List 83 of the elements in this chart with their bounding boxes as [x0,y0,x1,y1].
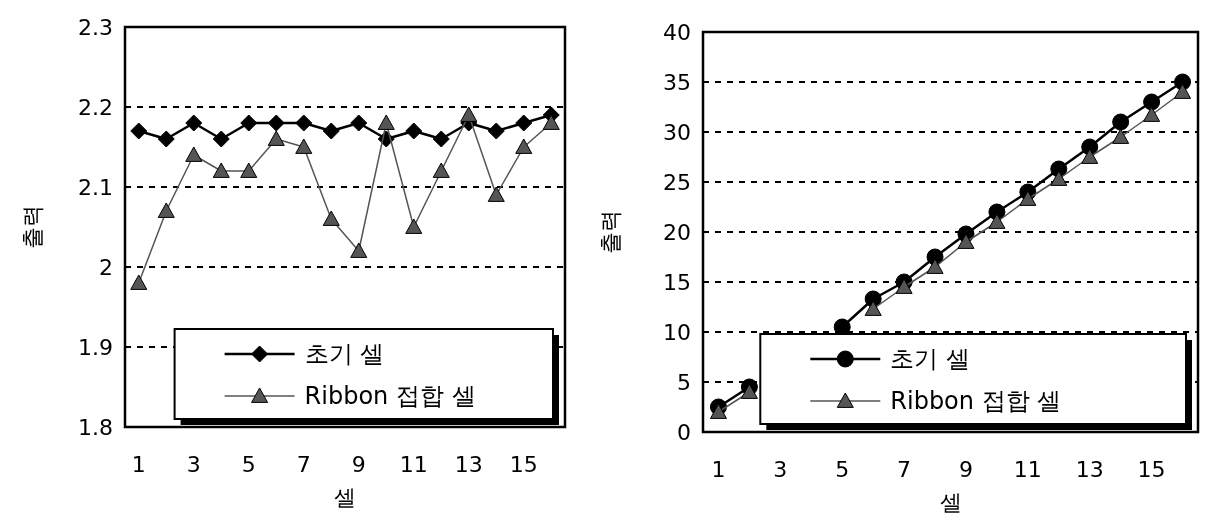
point [487,186,505,202]
point [130,274,148,290]
point [212,162,230,178]
y-axis-title: 출력 [20,205,45,249]
point [240,162,258,178]
point [1019,190,1037,206]
point [267,130,285,146]
point [487,122,505,140]
point [709,403,727,419]
y-tick-label: 2 [99,255,113,280]
point [295,138,313,154]
point [957,233,975,249]
y-tick-label: 5 [677,370,691,395]
y-tick-label: 1.9 [78,335,113,360]
point [1050,170,1068,186]
y-tick-label: 20 [663,220,691,245]
y-tick-label: 40 [663,20,691,45]
point [988,213,1006,229]
x-tick-label: 13 [454,452,483,477]
y-tick-label: 30 [663,120,691,145]
point [460,106,478,122]
point [240,114,258,132]
y-tick-label: 35 [663,70,691,95]
x-tick-label: 15 [1137,457,1166,482]
point [350,114,368,132]
legend-label: Ribbon 접합 셀 [890,387,1062,415]
point [1112,128,1130,144]
x-tick-label: 11 [399,452,428,477]
x-tick-label: 7 [897,457,912,482]
x-tick-label: 9 [351,452,366,477]
y-tick-label: 1.8 [78,415,113,440]
x-tick-label: 3 [773,457,788,482]
x-tick-label: 13 [1075,457,1104,482]
point [740,383,758,399]
legend-label: 초기 셀 [304,340,385,368]
point [432,130,450,148]
y-tick-label: 2.1 [78,175,113,200]
point [1081,148,1099,164]
x-tick-label: 1 [711,457,726,482]
point [895,278,913,294]
point [432,162,450,178]
legend-label: Ribbon 접합 셀 [304,382,476,410]
y-tick-label: 2.2 [78,95,113,120]
point [185,146,203,162]
point [926,258,944,274]
point [267,114,285,132]
point [295,114,313,132]
point [157,130,175,148]
point [1143,93,1161,111]
point [157,202,175,218]
point [515,138,533,154]
y-axis-title: 출력 [598,210,623,254]
y-tick-label: 10 [663,320,691,345]
x-tick-label: 1 [131,452,146,477]
x-axis-title: 셀 [939,490,962,515]
x-tick-label: 5 [835,457,850,482]
y-tick-label: 2.3 [78,15,113,40]
point [212,130,230,148]
x-tick-label: 7 [296,452,311,477]
x-tick-label: 9 [958,457,973,482]
point [405,218,423,234]
y-tick-label: 15 [663,270,691,295]
legend-label: 초기 셀 [890,345,970,373]
point [515,114,533,132]
x-tick-label: 3 [186,452,201,477]
point [542,114,560,130]
point [377,114,395,130]
x-tick-label: 15 [509,452,538,477]
point [1112,113,1130,131]
point [1143,106,1161,122]
x-tick-label: 5 [241,452,256,477]
y-tick-label: 0 [677,420,691,445]
point [185,114,203,132]
point [322,122,340,140]
point [1174,83,1192,99]
point [130,122,148,140]
x-tick-label: 11 [1013,457,1042,482]
point [405,122,423,140]
x-axis-title: 셀 [334,485,356,510]
point [864,300,882,316]
y-tick-label: 25 [663,170,691,195]
point [350,242,368,258]
point [322,210,340,226]
